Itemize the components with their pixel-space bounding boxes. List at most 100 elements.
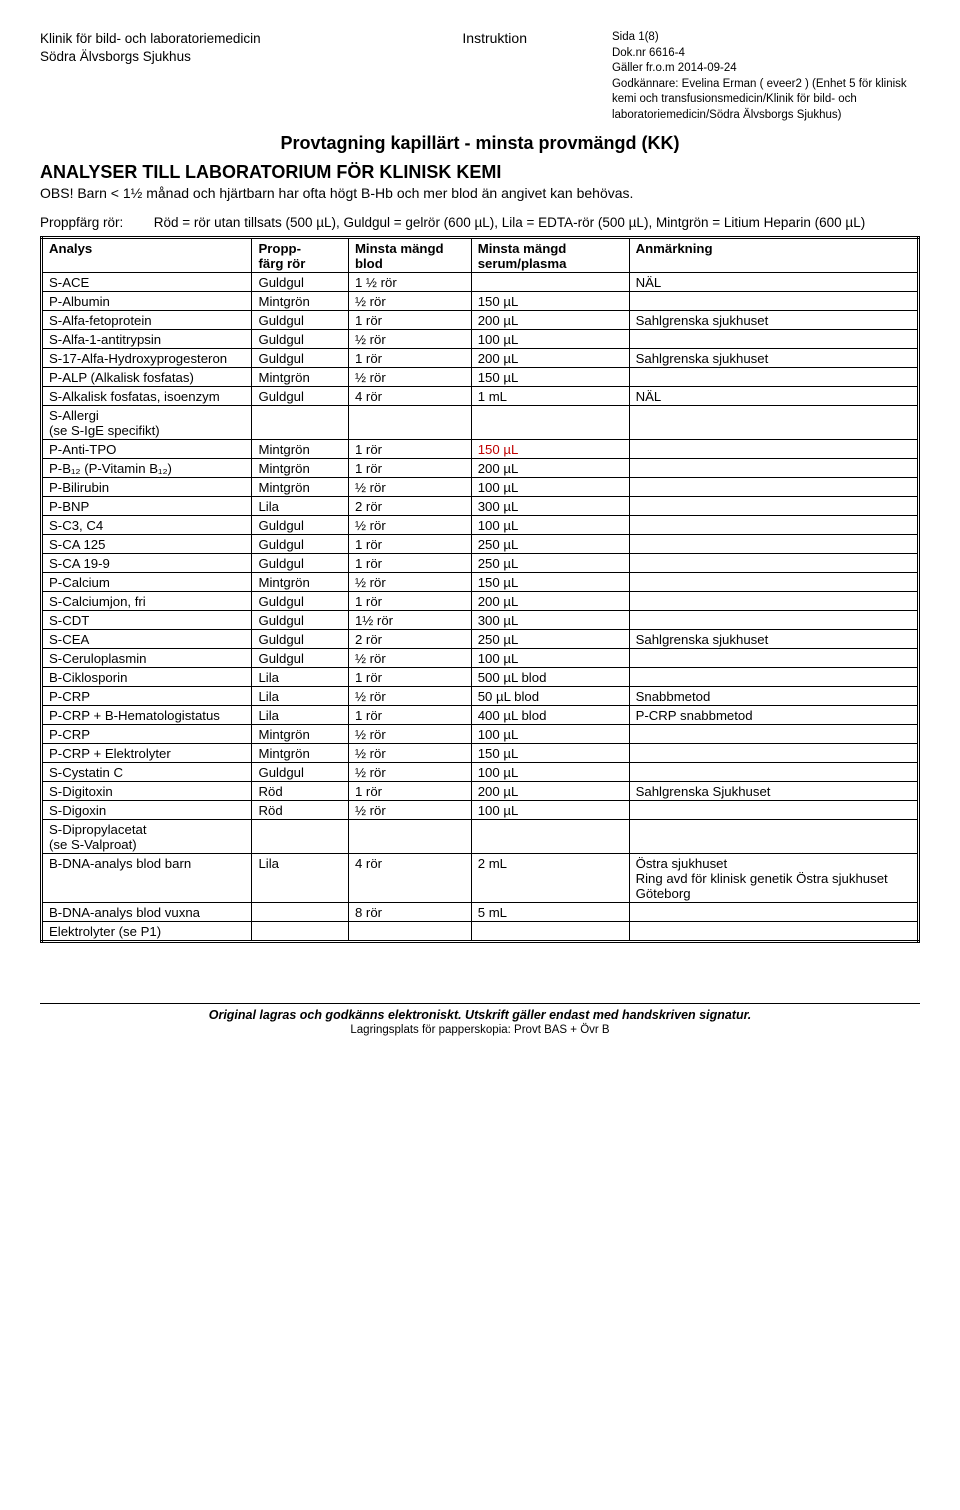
table-row: B-DNA-analys blod barnLila4 rör2 mLÖstra… bbox=[42, 854, 919, 903]
document-header: Klinik för bild- och laboratoriemedicin … bbox=[40, 30, 920, 123]
table-cell: ½ rör bbox=[348, 725, 471, 744]
legend-label: Proppfärg rör: bbox=[40, 215, 150, 230]
table-cell: 1 rör bbox=[348, 782, 471, 801]
table-cell: 200 µL bbox=[471, 459, 629, 478]
table-row: S-Dipropylacetat(se S-Valproat) bbox=[42, 820, 919, 854]
table-cell: NÄL bbox=[629, 387, 918, 406]
table-cell: Guldgul bbox=[252, 273, 348, 292]
table-cell: Röd bbox=[252, 782, 348, 801]
table-cell: Sahlgrenska sjukhuset bbox=[629, 349, 918, 368]
table-cell: 1 rör bbox=[348, 459, 471, 478]
table-cell: 150 µL bbox=[471, 368, 629, 387]
table-row: P-CRPMintgrön½ rör100 µL bbox=[42, 725, 919, 744]
table-cell bbox=[629, 516, 918, 535]
table-cell: P-Calcium bbox=[42, 573, 252, 592]
table-cell: Lila bbox=[252, 706, 348, 725]
table-cell bbox=[629, 368, 918, 387]
table-cell: Guldgul bbox=[252, 535, 348, 554]
table-row: S-CeruloplasminGuldgul½ rör100 µL bbox=[42, 649, 919, 668]
table-cell: S-ACE bbox=[42, 273, 252, 292]
table-cell: 1 rör bbox=[348, 592, 471, 611]
table-cell: Sahlgrenska sjukhuset bbox=[629, 630, 918, 649]
table-cell: 150 µL bbox=[471, 292, 629, 311]
hospital-name: Södra Älvsborgs Sjukhus bbox=[40, 48, 462, 66]
header-left: Klinik för bild- och laboratoriemedicin … bbox=[40, 30, 462, 123]
table-cell bbox=[629, 330, 918, 349]
table-cell: P-CRP + B-Hematologistatus bbox=[42, 706, 252, 725]
table-cell: 100 µL bbox=[471, 801, 629, 820]
table-cell: S-Cystatin C bbox=[42, 763, 252, 782]
table-cell: Guldgul bbox=[252, 349, 348, 368]
table-row: B-DNA-analys blod vuxna8 rör5 mL bbox=[42, 903, 919, 922]
footer-line1: Original lagras och godkänns elektronisk… bbox=[209, 1008, 752, 1022]
table-row: S-17-Alfa-HydroxyprogesteronGuldgul1 rör… bbox=[42, 349, 919, 368]
page-number: Sida 1(8) bbox=[612, 30, 920, 46]
table-cell: ½ rör bbox=[348, 330, 471, 349]
table-cell bbox=[252, 903, 348, 922]
table-cell: P-B₁₂ (P-Vitamin B₁₂) bbox=[42, 459, 252, 478]
table-cell: 1 rör bbox=[348, 706, 471, 725]
table-cell: ½ rör bbox=[348, 516, 471, 535]
table-cell: S-CDT bbox=[42, 611, 252, 630]
table-row: S-Cystatin CGuldgul½ rör100 µL bbox=[42, 763, 919, 782]
table-cell: P-CRP bbox=[42, 725, 252, 744]
table-cell: 1½ rör bbox=[348, 611, 471, 630]
table-cell: 100 µL bbox=[471, 478, 629, 497]
table-cell: 100 µL bbox=[471, 725, 629, 744]
table-row: P-AlbuminMintgrön½ rör150 µL bbox=[42, 292, 919, 311]
table-cell bbox=[252, 922, 348, 942]
table-cell: Guldgul bbox=[252, 516, 348, 535]
table-row: S-Calciumjon, friGuldgul1 rör200 µL bbox=[42, 592, 919, 611]
table-cell: 200 µL bbox=[471, 349, 629, 368]
table-cell: 1 ½ rör bbox=[348, 273, 471, 292]
table-cell: ½ rör bbox=[348, 801, 471, 820]
table-cell: S-CEA bbox=[42, 630, 252, 649]
table-cell: 150 µL bbox=[471, 440, 629, 459]
table-cell: B-DNA-analys blod vuxna bbox=[42, 903, 252, 922]
table-cell: Guldgul bbox=[252, 649, 348, 668]
table-cell: 2 rör bbox=[348, 630, 471, 649]
table-cell: P-Bilirubin bbox=[42, 478, 252, 497]
table-cell: 1 rör bbox=[348, 668, 471, 687]
table-cell: ½ rör bbox=[348, 573, 471, 592]
table-cell bbox=[471, 820, 629, 854]
table-cell: Guldgul bbox=[252, 311, 348, 330]
table-row: S-CDTGuldgul1½ rör300 µL bbox=[42, 611, 919, 630]
table-cell: 1 rör bbox=[348, 535, 471, 554]
table-row: P-B₁₂ (P-Vitamin B₁₂)Mintgrön1 rör200 µL bbox=[42, 459, 919, 478]
table-cell: 400 µL blod bbox=[471, 706, 629, 725]
table-cell bbox=[471, 406, 629, 440]
table-cell bbox=[629, 478, 918, 497]
table-cell bbox=[348, 406, 471, 440]
table-row: P-CalciumMintgrön½ rör150 µL bbox=[42, 573, 919, 592]
table-row: S-DigoxinRöd½ rör100 µL bbox=[42, 801, 919, 820]
table-cell: S-Allergi(se S-IgE specifikt) bbox=[42, 406, 252, 440]
table-row: S-C3, C4Guldgul½ rör100 µL bbox=[42, 516, 919, 535]
table-cell: 200 µL bbox=[471, 782, 629, 801]
table-cell bbox=[348, 922, 471, 942]
table-cell: Mintgrön bbox=[252, 440, 348, 459]
table-cell: 1 rör bbox=[348, 349, 471, 368]
table-cell: P-ALP (Alkalisk fosfatas) bbox=[42, 368, 252, 387]
table-cell bbox=[629, 535, 918, 554]
table-cell bbox=[629, 440, 918, 459]
table-cell: 150 µL bbox=[471, 573, 629, 592]
table-cell: Guldgul bbox=[252, 763, 348, 782]
table-cell: ½ rör bbox=[348, 368, 471, 387]
table-cell bbox=[252, 406, 348, 440]
table-cell: 250 µL bbox=[471, 535, 629, 554]
table-cell: 4 rör bbox=[348, 387, 471, 406]
table-cell bbox=[629, 592, 918, 611]
document-title: Provtagning kapillärt - minsta provmängd… bbox=[40, 133, 920, 154]
table-cell: S-Digitoxin bbox=[42, 782, 252, 801]
table-cell: P-Albumin bbox=[42, 292, 252, 311]
analysis-table: Analys Propp-färg rör Minsta mängdblod M… bbox=[40, 236, 920, 943]
table-cell: P-CRP bbox=[42, 687, 252, 706]
table-body: S-ACEGuldgul1 ½ rörNÄLP-AlbuminMintgrön½… bbox=[42, 273, 919, 942]
header-mid: Instruktion bbox=[462, 30, 612, 123]
document-footer: Original lagras och godkänns elektronisk… bbox=[40, 1003, 920, 1036]
table-cell: NÄL bbox=[629, 273, 918, 292]
table-cell: Mintgrön bbox=[252, 459, 348, 478]
table-cell: 150 µL bbox=[471, 744, 629, 763]
table-cell: ½ rör bbox=[348, 292, 471, 311]
